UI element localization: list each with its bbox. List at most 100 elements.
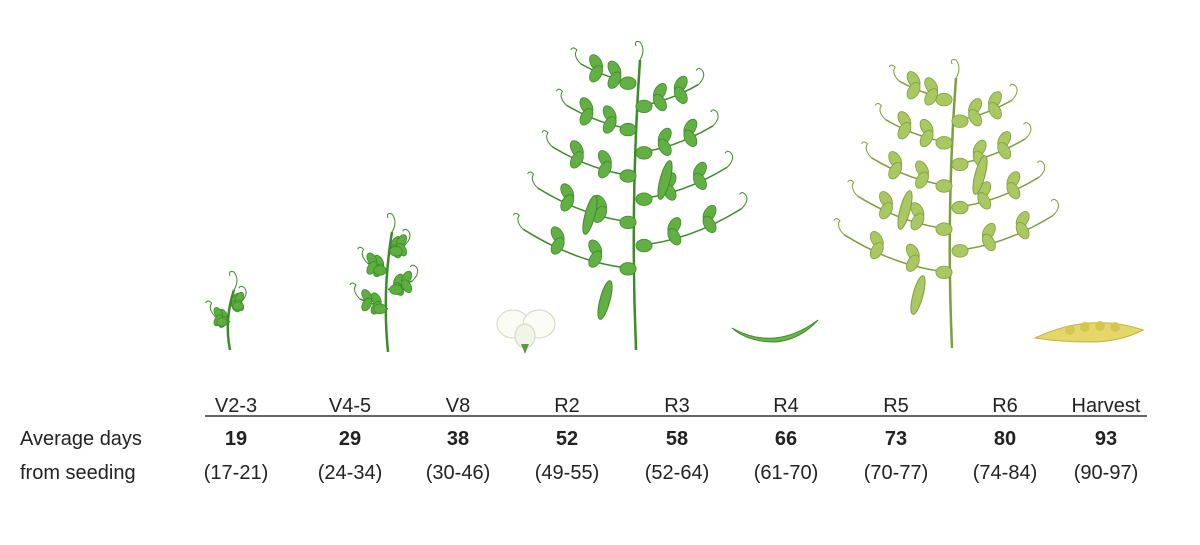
leaf <box>897 122 912 140</box>
stipule <box>935 222 953 236</box>
branch <box>635 208 742 247</box>
stage-name: R6 <box>992 395 1018 417</box>
tendril <box>349 282 361 300</box>
average-days: 66 <box>775 428 797 450</box>
stipule <box>635 192 653 206</box>
leaf <box>888 162 903 180</box>
leaf <box>667 228 682 246</box>
pea-plant <box>349 213 419 353</box>
stipule <box>935 92 953 107</box>
branch <box>951 214 1054 252</box>
stage-name: Harvest <box>1072 395 1141 417</box>
pod <box>582 195 598 235</box>
green-pod <box>731 319 819 343</box>
day-range: (61-70) <box>754 462 818 484</box>
row-label: Average days <box>20 428 142 450</box>
stipule <box>373 303 387 315</box>
day-range: (52-64) <box>645 462 709 484</box>
stipule <box>619 169 637 183</box>
tendril <box>205 300 216 318</box>
day-range: (17-21) <box>204 462 268 484</box>
pea-plant <box>512 41 748 351</box>
leaf <box>915 171 929 189</box>
tendril <box>1009 83 1018 101</box>
stage-name: R5 <box>883 395 909 417</box>
stipule <box>389 245 403 257</box>
stipule <box>951 200 969 215</box>
average-days: 29 <box>339 428 361 450</box>
tendril <box>635 41 644 61</box>
pea-plant <box>833 59 1060 349</box>
pod <box>597 280 613 320</box>
row-label: from seeding <box>20 462 136 484</box>
leaf <box>597 161 612 179</box>
leaf <box>910 213 925 231</box>
tendril <box>888 64 900 82</box>
leaf <box>906 82 921 100</box>
stipule <box>935 265 953 280</box>
tendril <box>570 47 582 65</box>
leaf <box>977 192 992 210</box>
stipule <box>619 262 637 276</box>
leaf <box>569 151 584 169</box>
pea <box>1065 325 1075 335</box>
leaf <box>869 241 884 260</box>
tendril <box>739 192 748 209</box>
tendril <box>847 179 859 197</box>
stage-columns: V2-3 19 (17-21) V4-5 29 (24-34) V8 38 (30-46) R2 5… <box>204 395 1141 484</box>
tendril <box>409 264 419 282</box>
branch <box>843 233 953 274</box>
stipule <box>951 244 969 258</box>
leaf <box>653 93 667 112</box>
tendril <box>833 218 845 235</box>
stage-name: R2 <box>554 395 580 417</box>
tendril <box>1050 198 1060 216</box>
pea <box>1080 322 1090 332</box>
stipule <box>619 76 637 90</box>
stipule <box>935 136 953 150</box>
illustrations <box>205 41 1145 354</box>
leaf <box>657 138 672 156</box>
sepal <box>521 344 529 354</box>
pea-flower <box>496 309 556 354</box>
leaf <box>968 109 982 127</box>
tendril <box>695 68 705 85</box>
tendril <box>555 88 567 106</box>
leaf <box>683 129 698 147</box>
pod <box>897 190 913 230</box>
tendril <box>710 109 719 127</box>
leaf <box>550 237 565 255</box>
average-days: 38 <box>447 428 469 450</box>
tendril <box>861 141 872 159</box>
tendril <box>1023 122 1032 139</box>
leaf <box>981 233 996 252</box>
tendril <box>874 102 886 120</box>
tendril <box>357 246 368 264</box>
stem <box>632 59 642 351</box>
stage-name: R4 <box>773 395 799 417</box>
tendril <box>238 285 247 303</box>
leaf <box>401 279 413 293</box>
leaf <box>905 254 920 272</box>
average-days: 52 <box>556 428 578 450</box>
day-range: (30-46) <box>426 462 490 484</box>
pod <box>972 155 988 195</box>
day-range: (70-77) <box>864 462 928 484</box>
tendril <box>724 150 734 168</box>
leaf <box>988 102 1002 120</box>
stipule <box>951 157 969 172</box>
stipule <box>232 301 244 311</box>
leaf <box>702 215 717 234</box>
pea <box>1095 321 1105 331</box>
tendril <box>387 213 396 233</box>
stage-name: R3 <box>664 395 690 417</box>
stipule <box>619 215 637 230</box>
day-range: (74-84) <box>973 462 1037 484</box>
leaf <box>673 86 688 104</box>
stipule <box>216 317 228 327</box>
leaf <box>602 116 617 134</box>
tendril <box>951 59 960 79</box>
pod <box>657 160 673 200</box>
stipule <box>635 146 653 160</box>
